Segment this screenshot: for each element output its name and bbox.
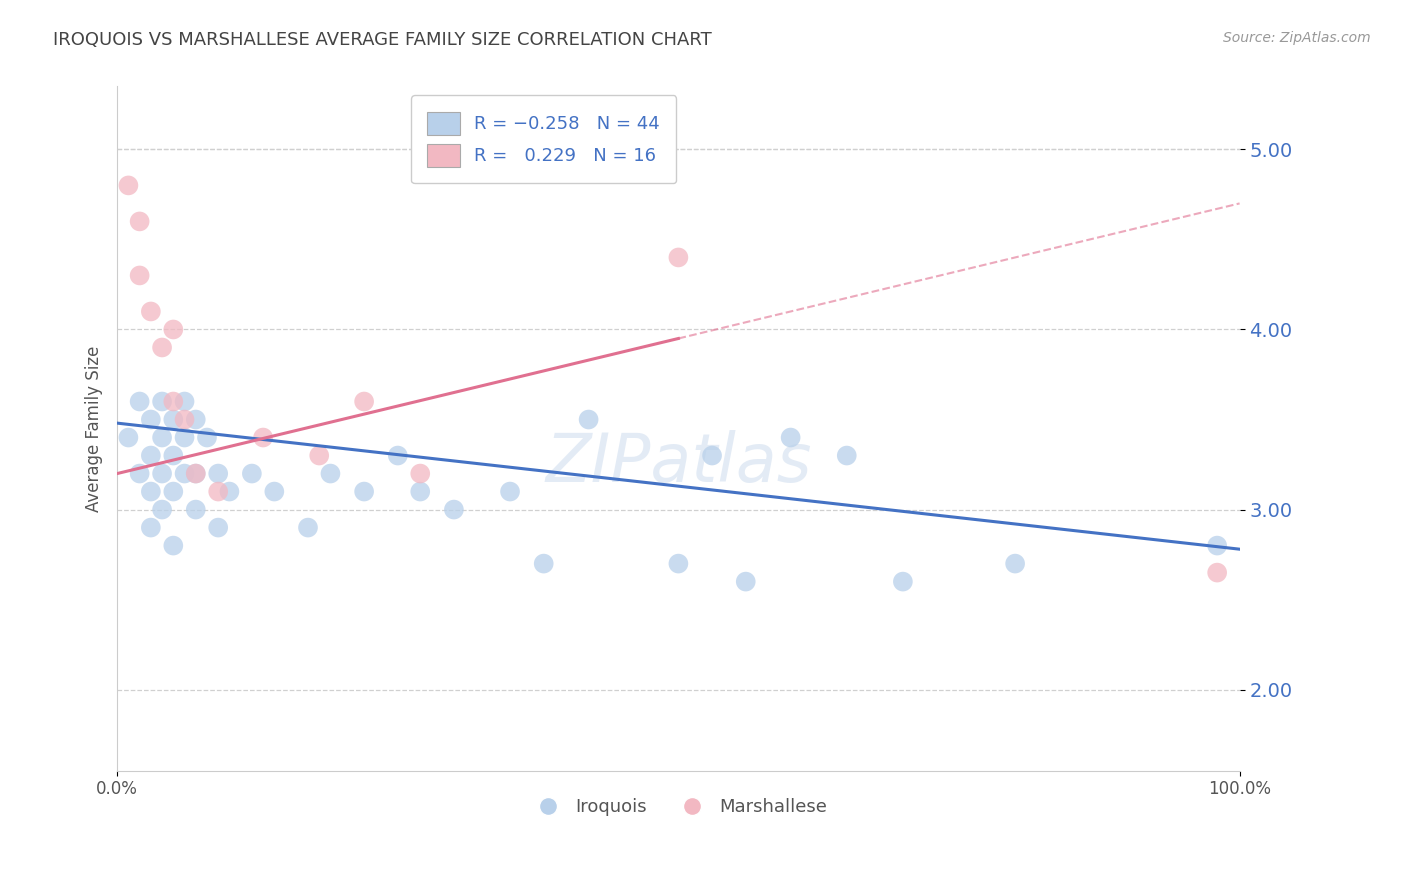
Point <box>668 557 690 571</box>
Point <box>353 484 375 499</box>
Point <box>117 178 139 193</box>
Point <box>779 431 801 445</box>
Point <box>128 394 150 409</box>
Point <box>128 214 150 228</box>
Point <box>218 484 240 499</box>
Point <box>139 484 162 499</box>
Point <box>184 467 207 481</box>
Point <box>173 412 195 426</box>
Point <box>139 412 162 426</box>
Point <box>319 467 342 481</box>
Legend: Iroquois, Marshallese: Iroquois, Marshallese <box>523 791 834 823</box>
Point <box>184 412 207 426</box>
Y-axis label: Average Family Size: Average Family Size <box>86 345 103 512</box>
Point <box>150 502 173 516</box>
Point <box>207 467 229 481</box>
Point <box>162 539 184 553</box>
Text: ZIPatlas: ZIPatlas <box>546 430 811 496</box>
Point <box>207 484 229 499</box>
Point <box>533 557 555 571</box>
Text: Source: ZipAtlas.com: Source: ZipAtlas.com <box>1223 31 1371 45</box>
Point <box>184 467 207 481</box>
Point <box>139 449 162 463</box>
Point <box>162 322 184 336</box>
Point <box>128 268 150 283</box>
Point <box>1206 566 1229 580</box>
Point <box>835 449 858 463</box>
Point <box>499 484 522 499</box>
Point <box>184 502 207 516</box>
Point <box>263 484 285 499</box>
Point <box>734 574 756 589</box>
Text: IROQUOIS VS MARSHALLESE AVERAGE FAMILY SIZE CORRELATION CHART: IROQUOIS VS MARSHALLESE AVERAGE FAMILY S… <box>53 31 713 49</box>
Point <box>162 449 184 463</box>
Point <box>353 394 375 409</box>
Point <box>1004 557 1026 571</box>
Point <box>252 431 274 445</box>
Point <box>1206 539 1229 553</box>
Point <box>150 431 173 445</box>
Point <box>297 520 319 534</box>
Point <box>240 467 263 481</box>
Point <box>128 467 150 481</box>
Point <box>173 467 195 481</box>
Point <box>308 449 330 463</box>
Point <box>173 431 195 445</box>
Point <box>117 431 139 445</box>
Point <box>139 304 162 318</box>
Point <box>443 502 465 516</box>
Point <box>700 449 723 463</box>
Point <box>409 484 432 499</box>
Point <box>150 467 173 481</box>
Point <box>891 574 914 589</box>
Point <box>150 341 173 355</box>
Point <box>173 394 195 409</box>
Point <box>162 394 184 409</box>
Point <box>162 484 184 499</box>
Point <box>195 431 218 445</box>
Point <box>387 449 409 463</box>
Point <box>409 467 432 481</box>
Point <box>578 412 600 426</box>
Point <box>139 520 162 534</box>
Point <box>150 394 173 409</box>
Point <box>668 251 690 265</box>
Point <box>207 520 229 534</box>
Point <box>162 412 184 426</box>
